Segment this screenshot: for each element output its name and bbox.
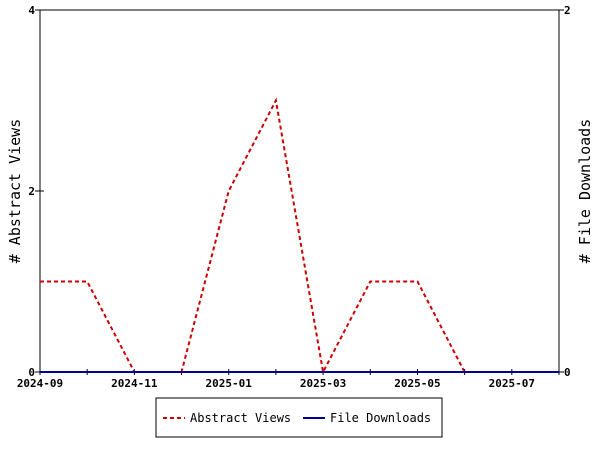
x-tick-label: 2025-07 xyxy=(489,377,535,390)
plot-frame xyxy=(39,9,560,373)
y-axis-ticks: 0 2 4 xyxy=(28,4,44,379)
y2-axis-ticks: 02 xyxy=(555,4,571,379)
series-line-abstract-views xyxy=(40,97,559,376)
x-tick-label: 2024-11 xyxy=(111,377,158,390)
y-tick-label: 2 xyxy=(28,185,35,198)
y-tick-label: 4 xyxy=(28,4,35,17)
y2-tick-label: 0 xyxy=(564,366,571,379)
y2-tick-label: 2 xyxy=(564,4,571,17)
y-tick-label: 0 xyxy=(28,366,35,379)
legend-label-file-downloads: File Downloads xyxy=(330,411,431,425)
legend-label-abstract-views: Abstract Views xyxy=(190,411,291,425)
x-axis-ticks: 2024-09 2024-11 2025-01 2025-03 2025-05 2025-… xyxy=(17,369,560,390)
series-layer xyxy=(40,97,559,376)
x-tick-label: 2025-05 xyxy=(394,377,440,390)
y-axis-title: # Abstract Views xyxy=(6,119,24,264)
plot-border xyxy=(39,9,560,373)
y2-axis-title: # File Downloads xyxy=(576,119,594,264)
legend: Abstract Views File Downloads xyxy=(155,397,443,438)
legend-box xyxy=(155,397,443,438)
x-tick-label: 2024-09 xyxy=(17,377,63,390)
x-tick-label: 2025-03 xyxy=(300,377,346,390)
x-tick-label: 2025-01 xyxy=(206,377,253,390)
